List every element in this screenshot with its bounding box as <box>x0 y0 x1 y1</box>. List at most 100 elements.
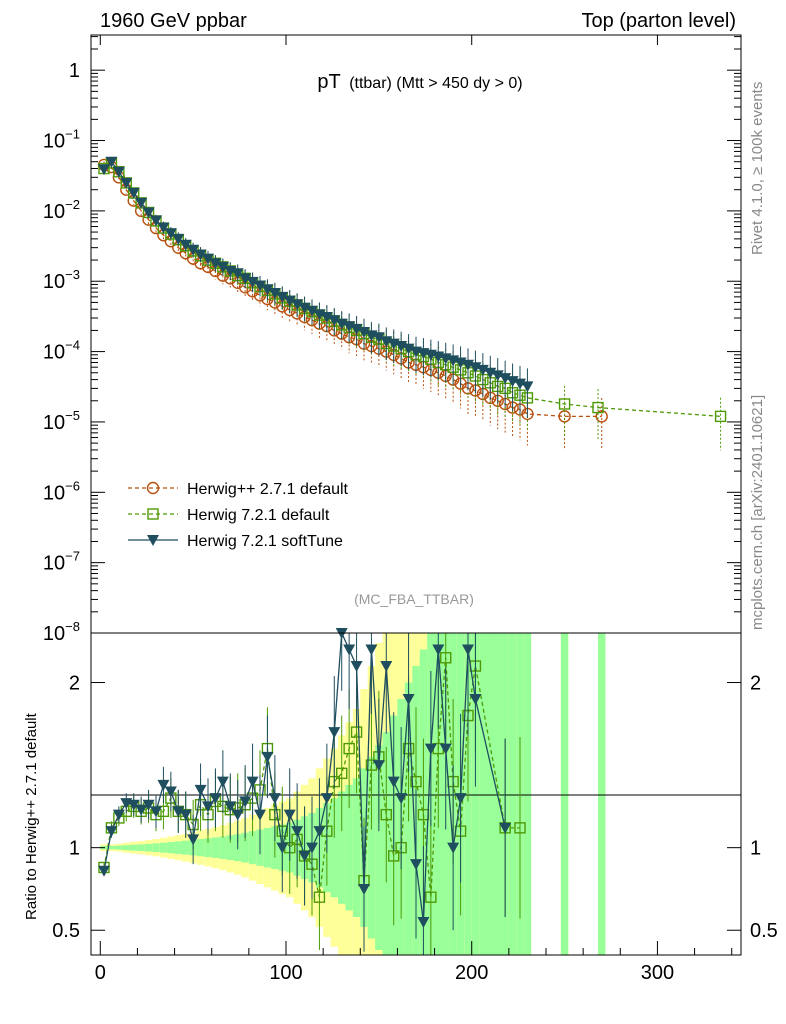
band-green <box>152 843 160 852</box>
ratio-ytick-label: 0.5 <box>52 920 80 942</box>
legend: Herwig++ 2.7.1 default Herwig 7.2.1 defau… <box>128 481 349 550</box>
main-series-line-1 <box>103 162 721 418</box>
ratio-point <box>439 743 452 755</box>
ratio-point <box>261 751 274 763</box>
main-point <box>558 398 571 410</box>
header-left: 1960 GeV ppbar <box>100 10 247 32</box>
main-ytick-label: 10−8 <box>43 619 80 645</box>
main-point <box>343 321 356 333</box>
ratio-point <box>127 799 140 811</box>
main-ytick-exponent: −5 <box>65 408 80 423</box>
band-green <box>196 839 205 857</box>
ratio-point <box>98 865 110 877</box>
band-green <box>226 835 234 861</box>
ratio-point <box>499 822 512 834</box>
ratio-point <box>209 793 222 805</box>
ratio-point <box>358 883 370 895</box>
band-green <box>523 633 532 955</box>
main-point <box>194 249 207 261</box>
main-point <box>350 323 363 335</box>
ratio-point <box>402 694 415 706</box>
ratio-xtick-label: 200 <box>455 962 488 984</box>
band-green <box>338 791 346 904</box>
mcplots-label: mcplots.cern.ch [arXiv:2401.10621] <box>749 395 766 630</box>
band-green <box>479 633 487 955</box>
main-ytick-label: 10−1 <box>43 127 80 153</box>
band-green <box>352 778 361 918</box>
main-point <box>127 187 140 199</box>
ratio-point <box>395 793 408 805</box>
main-point <box>291 299 304 311</box>
main-point <box>135 197 148 209</box>
main-point <box>499 373 512 385</box>
ratio-ytick-label-right: 0.5 <box>750 920 778 942</box>
main-point <box>714 410 727 423</box>
ratio-point <box>365 644 378 656</box>
ratio-point <box>283 809 296 821</box>
main-point <box>328 315 341 327</box>
ratio-ytick-label-right: 1 <box>750 838 761 860</box>
ratio-point <box>202 801 214 813</box>
main-point <box>172 233 185 245</box>
ratio-point <box>313 826 326 838</box>
ratio-point <box>343 644 356 656</box>
plot-title-sub: (ttbar) (Mtt > 450 dy > 0) <box>349 75 522 92</box>
ratio-point <box>410 859 422 871</box>
main-point <box>491 370 504 382</box>
ratio-point <box>380 808 392 821</box>
main-point <box>98 164 110 176</box>
main-ytick-base: 1 <box>69 60 80 82</box>
ratio-point <box>298 850 311 862</box>
legend-label: Herwig 7.2.1 default <box>187 507 330 524</box>
ratio-point <box>514 822 526 834</box>
band-green <box>471 633 480 955</box>
band-green <box>263 827 272 868</box>
rivet-label: Rivet 4.1.0, ≥ 100k events <box>749 82 766 255</box>
ratio-point <box>157 779 170 791</box>
plot-title-main: pT <box>317 71 340 93</box>
band-green <box>330 798 338 898</box>
ratio-point <box>306 842 318 854</box>
band-green <box>137 844 145 851</box>
main-point <box>476 364 489 376</box>
band-green <box>219 836 227 859</box>
watermark: (MC_FBA_TTBAR) <box>354 591 474 607</box>
main-point <box>105 156 118 168</box>
main-point <box>268 288 281 300</box>
plot-title: pT (ttbar) (Mtt > 450 dy > 0) <box>317 71 522 93</box>
ratio-series <box>98 628 526 955</box>
main-series <box>97 156 727 451</box>
ratio-point <box>432 644 445 656</box>
ratio-point <box>254 809 266 821</box>
ratio-point <box>291 826 304 838</box>
main-ytick-base: 10 <box>43 482 65 504</box>
legend-marker <box>146 481 160 495</box>
ratio-ytick-label-right: 2 <box>750 673 761 695</box>
ratio-xtick-label: 300 <box>641 962 674 984</box>
main-point <box>164 228 177 240</box>
legend-marker <box>147 535 159 546</box>
main-point <box>592 401 604 414</box>
ratio-point <box>320 793 333 805</box>
main-ytick-exponent: −7 <box>65 549 80 564</box>
main-ytick-label: 10−7 <box>43 549 80 575</box>
band-green <box>241 832 249 863</box>
main-ytick-label: 10−5 <box>43 408 80 434</box>
main-series-line-0 <box>103 164 602 418</box>
ratio-point <box>216 776 229 788</box>
main-point <box>358 326 370 338</box>
ratio-ticks: 0.5 0.5 1 1 2 2 0 100 200 300 <box>52 673 778 984</box>
band-green <box>367 756 376 939</box>
main-ytick-exponent: −8 <box>65 619 80 634</box>
ratio-point <box>246 776 259 788</box>
main-point <box>283 295 296 307</box>
main-point <box>246 276 259 288</box>
main-point <box>187 244 200 256</box>
main-ytick-label: 10−4 <box>43 338 80 364</box>
ratio-point <box>164 786 177 798</box>
main-point <box>320 312 333 324</box>
ratio-point <box>194 784 207 796</box>
main-point <box>120 177 133 189</box>
main-point <box>298 302 311 314</box>
